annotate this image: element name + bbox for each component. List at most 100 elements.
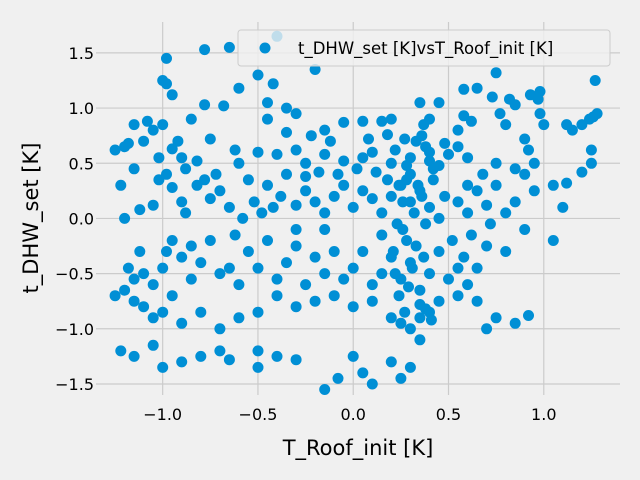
data-point [393,179,405,191]
data-point [532,93,544,105]
data-point [166,89,178,101]
data-point [138,301,150,313]
data-point [161,168,172,180]
data-point [404,196,416,208]
data-point [157,306,169,318]
x-tick-label: −1.0 [143,405,182,424]
data-point [262,235,273,246]
data-point [128,163,140,175]
data-point [576,119,588,131]
data-point [404,323,416,335]
data-point [585,157,597,169]
data-point [403,281,414,293]
data-point [166,143,178,155]
data-point [519,224,531,235]
data-point [416,130,428,142]
data-point [338,179,350,191]
data-point [252,262,264,274]
data-point [443,273,454,285]
data-point [500,207,512,219]
data-point [290,301,302,313]
data-point [538,119,550,131]
data-point [481,323,493,335]
data-point [290,144,302,156]
data-point [490,179,502,191]
data-point [439,137,451,149]
data-point [347,201,359,213]
data-point [401,235,413,246]
data-point [248,196,260,208]
data-point [166,235,178,246]
data-point [290,240,302,252]
data-point [134,246,146,257]
data-point [309,64,321,75]
data-point [366,279,378,291]
data-point [185,273,197,285]
data-point [471,295,483,307]
data-point [290,108,302,120]
data-point [462,279,474,291]
data-point [414,284,426,296]
data-point [147,279,159,291]
data-point [424,201,435,213]
data-point [290,354,302,366]
data-point [300,185,312,197]
data-point [412,179,424,191]
data-point [490,312,502,324]
data-point [161,78,172,90]
data-point [319,384,331,395]
data-point [458,110,470,122]
data-point [115,345,127,357]
data-point [176,251,188,263]
x-axis-label: T_Roof_init [K] [282,436,434,461]
x-tick-label: 0.0 [341,405,366,424]
data-point [128,119,140,131]
data-point [338,155,350,167]
data-point [404,361,416,373]
data-point [191,155,203,167]
data-point [214,268,226,280]
data-point [391,218,403,230]
legend-marker [259,42,271,54]
data-points [109,30,603,395]
x-tick-label: 0.5 [436,405,461,424]
data-point [458,83,470,95]
data-point [481,240,493,252]
data-point [519,133,531,145]
data-point [561,119,573,131]
y-axis-label: t_DHW_set [K] [19,143,44,294]
data-point [389,268,401,280]
data-point [376,207,388,219]
data-point [281,168,292,180]
data-point [319,268,331,280]
data-point [309,295,321,307]
data-point [180,207,192,219]
y-tick-label: 0.5 [69,154,94,173]
data-point [324,135,336,147]
data-point [128,295,140,307]
data-point [313,166,325,178]
data-point [406,262,418,274]
data-point [366,193,378,205]
data-point [242,174,254,186]
data-point [199,99,211,111]
data-point [119,212,131,224]
data-point [176,196,188,208]
data-point [443,148,454,160]
data-point [210,168,222,180]
data-point [281,257,292,269]
data-point [122,262,134,274]
data-point [452,262,464,274]
data-point [395,372,407,384]
data-point [134,204,146,216]
data-point [185,240,197,252]
data-point [223,354,235,366]
data-point [433,212,445,224]
data-point [223,41,235,53]
data-point [172,135,184,147]
data-point [153,152,165,164]
data-point [252,306,264,318]
y-tick-label: −1.5 [55,375,94,394]
data-point [290,199,302,211]
data-point [418,251,430,263]
